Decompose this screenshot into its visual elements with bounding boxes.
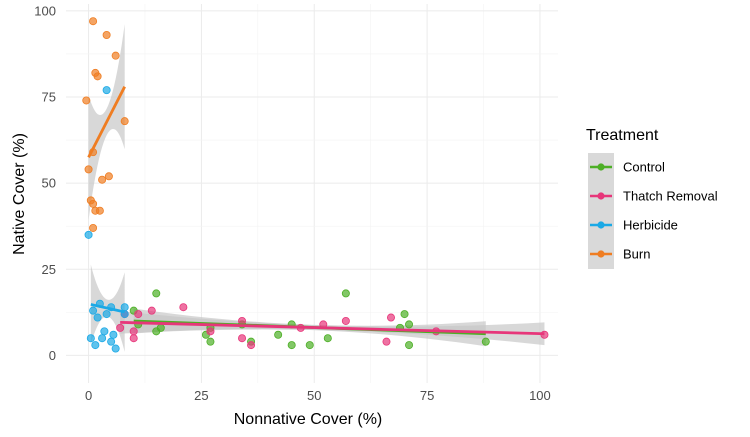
data-point <box>405 320 414 329</box>
y-tick-label: 50 <box>42 176 56 191</box>
y-tick-label: 0 <box>49 348 56 363</box>
data-point <box>287 341 296 350</box>
fit-line <box>87 86 126 158</box>
legend-key-point <box>597 192 605 200</box>
data-point <box>82 96 91 105</box>
legend-label: Control <box>623 160 665 175</box>
x-tick-label: 25 <box>194 388 208 403</box>
data-point <box>274 330 283 339</box>
data-point <box>129 334 138 343</box>
legend-label: Burn <box>623 247 650 262</box>
data-point <box>400 310 409 319</box>
data-point <box>247 341 256 350</box>
data-point <box>386 313 395 322</box>
legend: Treatment Control Thatch Removal Herbicide… <box>586 127 718 269</box>
data-point <box>102 310 111 319</box>
legend-label: Thatch Removal <box>623 189 718 204</box>
fit-line <box>90 303 125 314</box>
data-point <box>102 86 111 95</box>
data-point <box>95 206 104 215</box>
data-point <box>111 51 120 60</box>
data-point <box>323 334 332 343</box>
confidence-bands <box>88 24 545 352</box>
x-tick-label: 50 <box>307 388 321 403</box>
y-axis-ticks: 0 25 50 75 100 <box>34 3 56 363</box>
data-point <box>86 334 95 343</box>
data-point <box>116 323 125 332</box>
data-point <box>382 337 391 346</box>
data-point <box>89 223 98 232</box>
x-tick-label: 0 <box>85 388 92 403</box>
data-point <box>481 337 490 346</box>
data-point <box>98 175 107 184</box>
x-tick-label: 100 <box>529 388 551 403</box>
data-point <box>89 17 98 26</box>
legend-key-point <box>597 250 605 258</box>
data-point <box>109 330 118 339</box>
data-point <box>107 337 116 346</box>
data-point <box>93 313 102 322</box>
data-point <box>341 316 350 325</box>
fit-lines <box>87 86 545 336</box>
x-axis-title: Nonnative Cover (%) <box>234 411 383 428</box>
data-point <box>341 289 350 298</box>
data-point <box>206 337 215 346</box>
data-point <box>84 165 93 174</box>
data-point <box>156 323 165 332</box>
x-axis-ticks: 0 25 50 75 100 <box>85 388 551 403</box>
y-tick-label: 25 <box>42 262 56 277</box>
legend-title: Treatment <box>586 127 659 144</box>
data-point <box>93 72 102 81</box>
data-point <box>98 334 107 343</box>
y-tick-label: 100 <box>34 3 56 18</box>
legend-items: Control Thatch Removal Herbicide Burn <box>588 153 718 269</box>
data-point <box>84 230 93 239</box>
data-point <box>152 289 161 298</box>
data-point <box>100 327 109 336</box>
data-point <box>134 310 143 319</box>
data-point <box>129 327 138 336</box>
data-point <box>91 341 100 350</box>
data-point <box>179 303 188 312</box>
legend-label: Herbicide <box>623 218 678 233</box>
fit-line <box>120 320 545 336</box>
legend-key-point <box>597 163 605 171</box>
data-point <box>120 117 129 126</box>
data-point <box>102 31 111 40</box>
data-point <box>89 306 98 315</box>
data-point <box>111 344 120 353</box>
data-points <box>82 17 549 353</box>
data-point <box>206 327 215 336</box>
data-point <box>104 172 113 181</box>
data-point <box>147 306 156 315</box>
data-point <box>238 334 247 343</box>
y-axis-title: Native Cover (%) <box>11 133 28 255</box>
data-point <box>89 199 98 208</box>
data-point <box>305 341 314 350</box>
data-point <box>120 303 129 312</box>
legend-key-point <box>597 221 605 229</box>
x-tick-label: 75 <box>420 388 434 403</box>
data-point <box>405 341 414 350</box>
y-tick-label: 75 <box>42 90 56 105</box>
